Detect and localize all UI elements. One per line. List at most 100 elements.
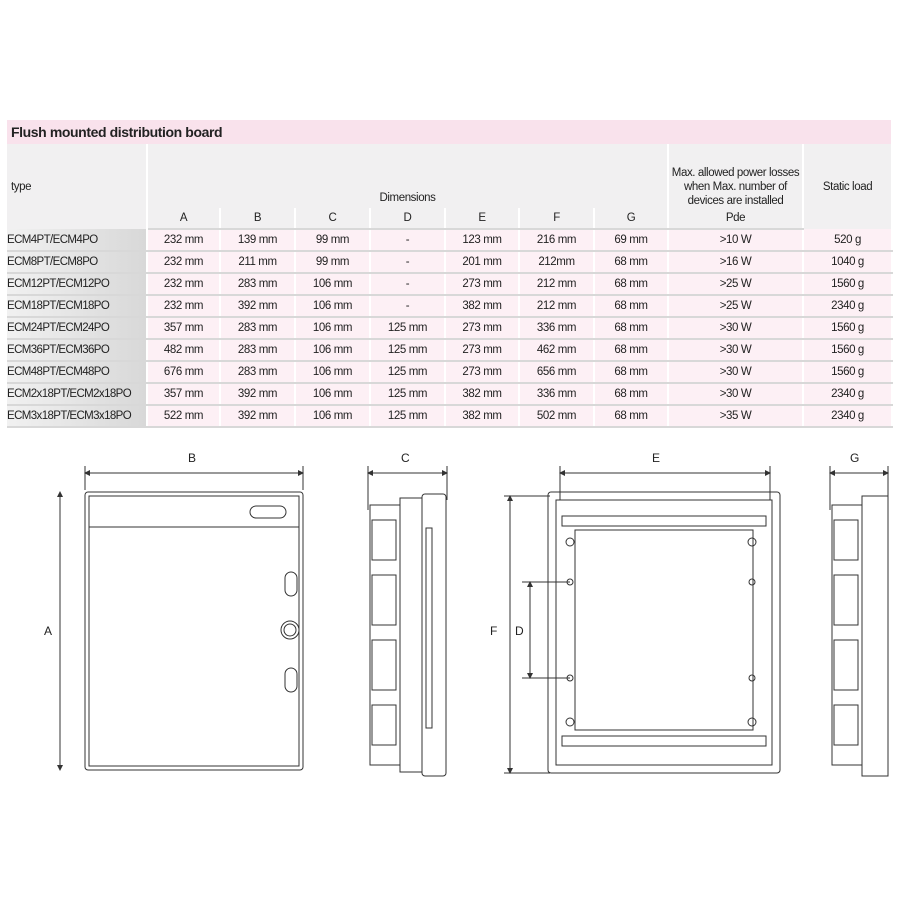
value-cell: 99 mm [295, 251, 371, 274]
table-row: ECM3x18PT/ECM3x18PO 522 mm 392 mm 106 mm 125… [7, 405, 894, 428]
header-col-b: B [220, 208, 296, 230]
value-cell: - [370, 229, 446, 252]
value-cell: 273 mm [445, 339, 520, 362]
value-cell: 68 mm [594, 273, 669, 296]
header-power: Max. allowed power losses when Max. numb… [668, 144, 804, 208]
value-cell: >30 W [668, 383, 804, 406]
value-cell: 392 mm [220, 295, 296, 318]
value-cell: 106 mm [295, 273, 371, 296]
table-title: Flush mounted distribution board [7, 120, 894, 144]
value-cell: 2340 g [803, 295, 894, 318]
value-cell: 522 mm [147, 405, 221, 428]
value-cell: 462 mm [519, 339, 595, 362]
value-cell: 106 mm [295, 317, 371, 340]
value-cell: 68 mm [594, 295, 669, 318]
value-cell: 2340 g [803, 405, 894, 428]
value-cell: 106 mm [295, 295, 371, 318]
value-cell: - [370, 251, 446, 274]
value-cell: 392 mm [220, 405, 296, 428]
value-cell: 123 mm [445, 229, 520, 252]
value-cell: 392 mm [220, 383, 296, 406]
value-cell: >16 W [668, 251, 804, 274]
label-a: A [44, 624, 52, 638]
type-cell: ECM12PT/ECM12PO [7, 273, 148, 296]
header-col-d: D [370, 208, 446, 230]
value-cell: 520 g [803, 229, 894, 252]
value-cell: 68 mm [594, 383, 669, 406]
value-cell: 216 mm [519, 229, 595, 252]
value-cell: 273 mm [445, 317, 520, 340]
value-cell: 232 mm [147, 251, 221, 274]
value-cell: >25 W [668, 295, 804, 318]
value-cell: 382 mm [445, 405, 520, 428]
value-cell: 1560 g [803, 339, 894, 362]
value-cell: >30 W [668, 317, 804, 340]
header-type: type [7, 144, 148, 229]
type-cell: ECM8PT/ECM8PO [7, 251, 148, 274]
value-cell: 106 mm [295, 339, 371, 362]
type-cell: ECM36PT/ECM36PO [7, 339, 148, 362]
value-cell: 336 mm [519, 317, 595, 340]
value-cell: 232 mm [147, 295, 221, 318]
header-col-e: E [445, 208, 520, 230]
value-cell: 68 mm [594, 361, 669, 384]
type-cell: ECM2x18PT/ECM2x18PO [7, 383, 148, 406]
header-dimensions: Dimensions [147, 144, 669, 208]
value-cell: 676 mm [147, 361, 221, 384]
technical-drawings: B A C E F D G [44, 451, 889, 777]
value-cell: 212mm [519, 251, 595, 274]
value-cell: 212 mm [519, 295, 595, 318]
header-col-c: C [295, 208, 371, 230]
type-cell: ECM4PT/ECM4PO [7, 229, 148, 252]
value-cell: 106 mm [295, 383, 371, 406]
value-cell: 283 mm [220, 273, 296, 296]
header-col-f: F [519, 208, 595, 230]
value-cell: 125 mm [370, 339, 446, 362]
value-cell: 656 mm [519, 361, 595, 384]
table-row: ECM18PT/ECM18PO 232 mm 392 mm 106 mm -382 mm… [7, 295, 894, 318]
value-cell: >10 W [668, 229, 804, 252]
table-row: ECM24PT/ECM24PO 357 mm 283 mm 106 mm 125 mm 2… [7, 317, 894, 340]
header-col-a: A [147, 208, 221, 230]
value-cell: >30 W [668, 339, 804, 362]
value-cell: 232 mm [147, 273, 221, 296]
table-row: ECM12PT/ECM12PO 232 mm 283 mm 106 mm -273 mm… [7, 273, 894, 296]
value-cell: >30 W [668, 361, 804, 384]
value-cell: 336 mm [519, 383, 595, 406]
spec-table: Flush mounted distribution board type Di… [7, 120, 894, 428]
table-row: ECM36PT/ECM36PO 482 mm 283 mm 106 mm 125 mm 2… [7, 339, 894, 362]
side-view-c: C [367, 451, 448, 777]
value-cell: 382 mm [445, 295, 520, 318]
value-cell: 68 mm [594, 251, 669, 274]
value-cell: 201 mm [445, 251, 520, 274]
front-view: B A [44, 451, 304, 771]
header-pde: Pde [668, 208, 804, 230]
value-cell: 273 mm [445, 273, 520, 296]
header-static-load: Static load [803, 144, 894, 229]
value-cell: 125 mm [370, 361, 446, 384]
table-row: ECM4PT/ECM4PO 232 mm 139 mm 99 mm -123 mm 216… [7, 229, 894, 252]
value-cell: - [370, 273, 446, 296]
value-cell: 482 mm [147, 339, 221, 362]
value-cell: 68 mm [594, 317, 669, 340]
label-d: D [515, 624, 524, 638]
value-cell: - [370, 295, 446, 318]
value-cell: 357 mm [147, 383, 221, 406]
value-cell: 1040 g [803, 251, 894, 274]
label-f: F [490, 624, 497, 638]
table-row: ECM2x18PT/ECM2x18PO 357 mm 392 mm 106 mm 125… [7, 383, 894, 406]
rear-view-e: E F D [490, 451, 781, 774]
value-cell: 99 mm [295, 229, 371, 252]
label-b: B [188, 451, 196, 465]
value-cell: 1560 g [803, 317, 894, 340]
value-cell: 125 mm [370, 383, 446, 406]
value-cell: 283 mm [220, 339, 296, 362]
label-g: G [850, 451, 859, 465]
value-cell: 106 mm [295, 361, 371, 384]
label-e: E [652, 451, 660, 465]
type-cell: ECM48PT/ECM48PO [7, 361, 148, 384]
value-cell: 283 mm [220, 361, 296, 384]
value-cell: 232 mm [147, 229, 221, 252]
type-cell: ECM24PT/ECM24PO [7, 317, 148, 340]
header-col-g: G [594, 208, 669, 230]
